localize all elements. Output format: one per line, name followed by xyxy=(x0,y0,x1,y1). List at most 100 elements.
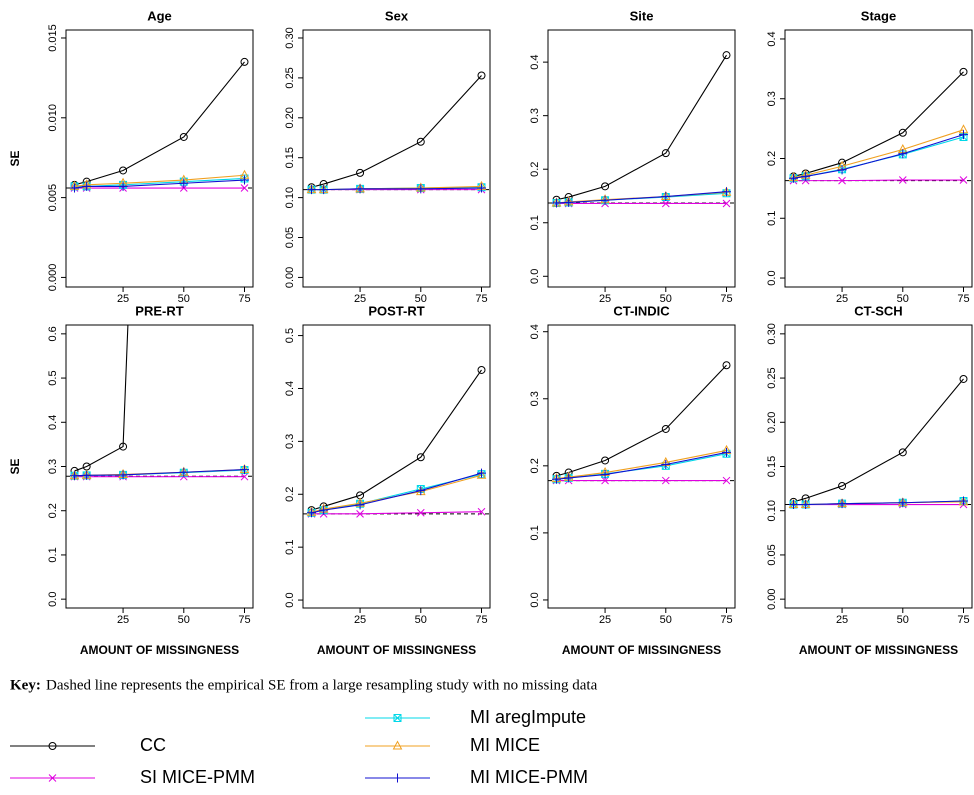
x-tick-label: 75 xyxy=(957,614,969,626)
y-tick-label: 0.3 xyxy=(766,91,778,106)
y-tick-label: 0.1 xyxy=(766,211,778,226)
y-tick-label: 0.10 xyxy=(766,500,778,521)
plot-frame xyxy=(65,324,254,609)
plot-frame xyxy=(784,324,973,609)
marker xyxy=(837,499,847,509)
panel: Site 0.0 0.1 0.2 0.3 0.4 25 50 75 xyxy=(529,8,736,305)
key-label: Key: xyxy=(10,677,41,693)
marker xyxy=(801,171,811,181)
marker xyxy=(564,197,574,207)
x-tick-label: 25 xyxy=(354,293,366,305)
y-tick-label: 0.3 xyxy=(284,434,296,449)
x-axis-label: AMOUNT OF MISSINGNESS xyxy=(799,643,958,657)
marker xyxy=(959,496,968,506)
marker xyxy=(789,500,798,510)
y-tick-label: 0.2 xyxy=(529,458,541,473)
panel: Stage 0.0 0.1 0.2 0.3 0.4 25 50 75 xyxy=(766,8,973,305)
marker xyxy=(356,509,364,518)
key-text: Dashed line represents the empirical SE … xyxy=(46,677,598,693)
y-tick-label: 0.2 xyxy=(47,503,59,518)
marker xyxy=(661,424,670,433)
plot-area xyxy=(66,325,253,481)
y-tick-label: 0.0 xyxy=(284,592,296,607)
plot-area xyxy=(66,57,253,193)
marker xyxy=(392,740,403,750)
x-tick-label: 50 xyxy=(415,614,427,626)
series-line xyxy=(556,364,727,477)
marker xyxy=(393,773,402,783)
marker xyxy=(838,176,846,185)
marker xyxy=(661,149,670,158)
x-tick-label: 75 xyxy=(720,614,732,626)
y-tick-label: 0.30 xyxy=(284,27,296,48)
y-tick-label: 0.1 xyxy=(47,547,59,562)
plot-area xyxy=(548,51,735,208)
marker xyxy=(898,128,907,137)
marker xyxy=(82,470,92,480)
y-tick-label: 0.0 xyxy=(47,592,59,607)
y-tick-label: 0.5 xyxy=(284,328,296,343)
marker xyxy=(898,149,908,159)
series-line xyxy=(311,511,482,515)
series-line xyxy=(311,75,482,188)
marker xyxy=(959,67,968,76)
y-tick-label: 0.20 xyxy=(766,412,778,433)
marker xyxy=(416,453,425,462)
y-axis-label: SE xyxy=(8,458,22,474)
marker xyxy=(179,467,189,477)
marker xyxy=(722,51,731,60)
y-tick-label: 0.4 xyxy=(529,324,541,339)
panel: PRE-RT 0.0 0.1 0.2 0.3 0.4 0.5 0.6 25 50 75 SE AMOUN… xyxy=(8,303,254,657)
y-tick-label: 0.4 xyxy=(284,381,296,396)
y-tick-label: 0.015 xyxy=(47,24,59,52)
marker xyxy=(600,195,610,205)
panel-title: POST-RT xyxy=(368,303,424,318)
plot-frame xyxy=(784,29,973,288)
x-tick-label: 75 xyxy=(475,614,487,626)
marker xyxy=(307,185,316,195)
marker xyxy=(601,182,610,191)
marker xyxy=(240,57,249,66)
legend-label: MI aregImpute xyxy=(470,707,586,727)
y-tick-label: 0.4 xyxy=(47,415,59,430)
y-tick-label: 0.000 xyxy=(47,264,59,292)
y-tick-label: 0.0 xyxy=(529,269,541,284)
marker xyxy=(661,476,670,485)
x-tick-label: 75 xyxy=(957,293,969,305)
marker xyxy=(240,472,249,481)
marker xyxy=(661,192,671,202)
marker xyxy=(118,470,128,480)
marker xyxy=(661,459,671,469)
x-tick-label: 50 xyxy=(178,293,190,305)
marker xyxy=(477,183,486,193)
y-tick-label: 0.6 xyxy=(47,326,59,341)
plot-frame xyxy=(302,29,491,288)
x-tick-label: 25 xyxy=(599,614,611,626)
marker xyxy=(552,474,561,484)
marker xyxy=(959,176,968,184)
marker xyxy=(179,132,188,141)
panel: Sex 0.00 0.05 0.10 0.15 0.20 0.25 0.30 25 50 75 xyxy=(284,8,491,305)
marker xyxy=(722,476,731,485)
x-tick-label: 50 xyxy=(178,614,190,626)
x-tick-label: 25 xyxy=(354,614,366,626)
y-tick-label: 0.30 xyxy=(766,323,778,344)
x-tick-label: 25 xyxy=(599,293,611,305)
x-axis-label: AMOUNT OF MISSINGNESS xyxy=(80,643,239,657)
x-tick-label: 50 xyxy=(660,614,672,626)
y-tick-label: 0.00 xyxy=(766,588,778,609)
marker xyxy=(240,175,249,185)
marker xyxy=(119,166,128,175)
x-tick-label: 50 xyxy=(660,293,672,305)
panel: CT-SCH 0.00 0.05 0.10 0.15 0.20 0.25 0.30 25 50 75… xyxy=(766,303,973,657)
marker xyxy=(477,71,486,80)
series-line xyxy=(556,54,727,201)
panel: Age 0.000 0.005 0.010 0.015 25 50 75 SE xyxy=(8,8,254,305)
y-tick-label: 0.00 xyxy=(284,267,296,288)
y-tick-label: 0.3 xyxy=(47,459,59,474)
marker xyxy=(355,184,365,194)
y-tick-label: 0.20 xyxy=(284,107,296,128)
marker xyxy=(393,714,402,722)
panel: POST-RT 0.0 0.1 0.2 0.3 0.4 0.5 25 50 75 AMOUNT OF… xyxy=(284,303,491,657)
